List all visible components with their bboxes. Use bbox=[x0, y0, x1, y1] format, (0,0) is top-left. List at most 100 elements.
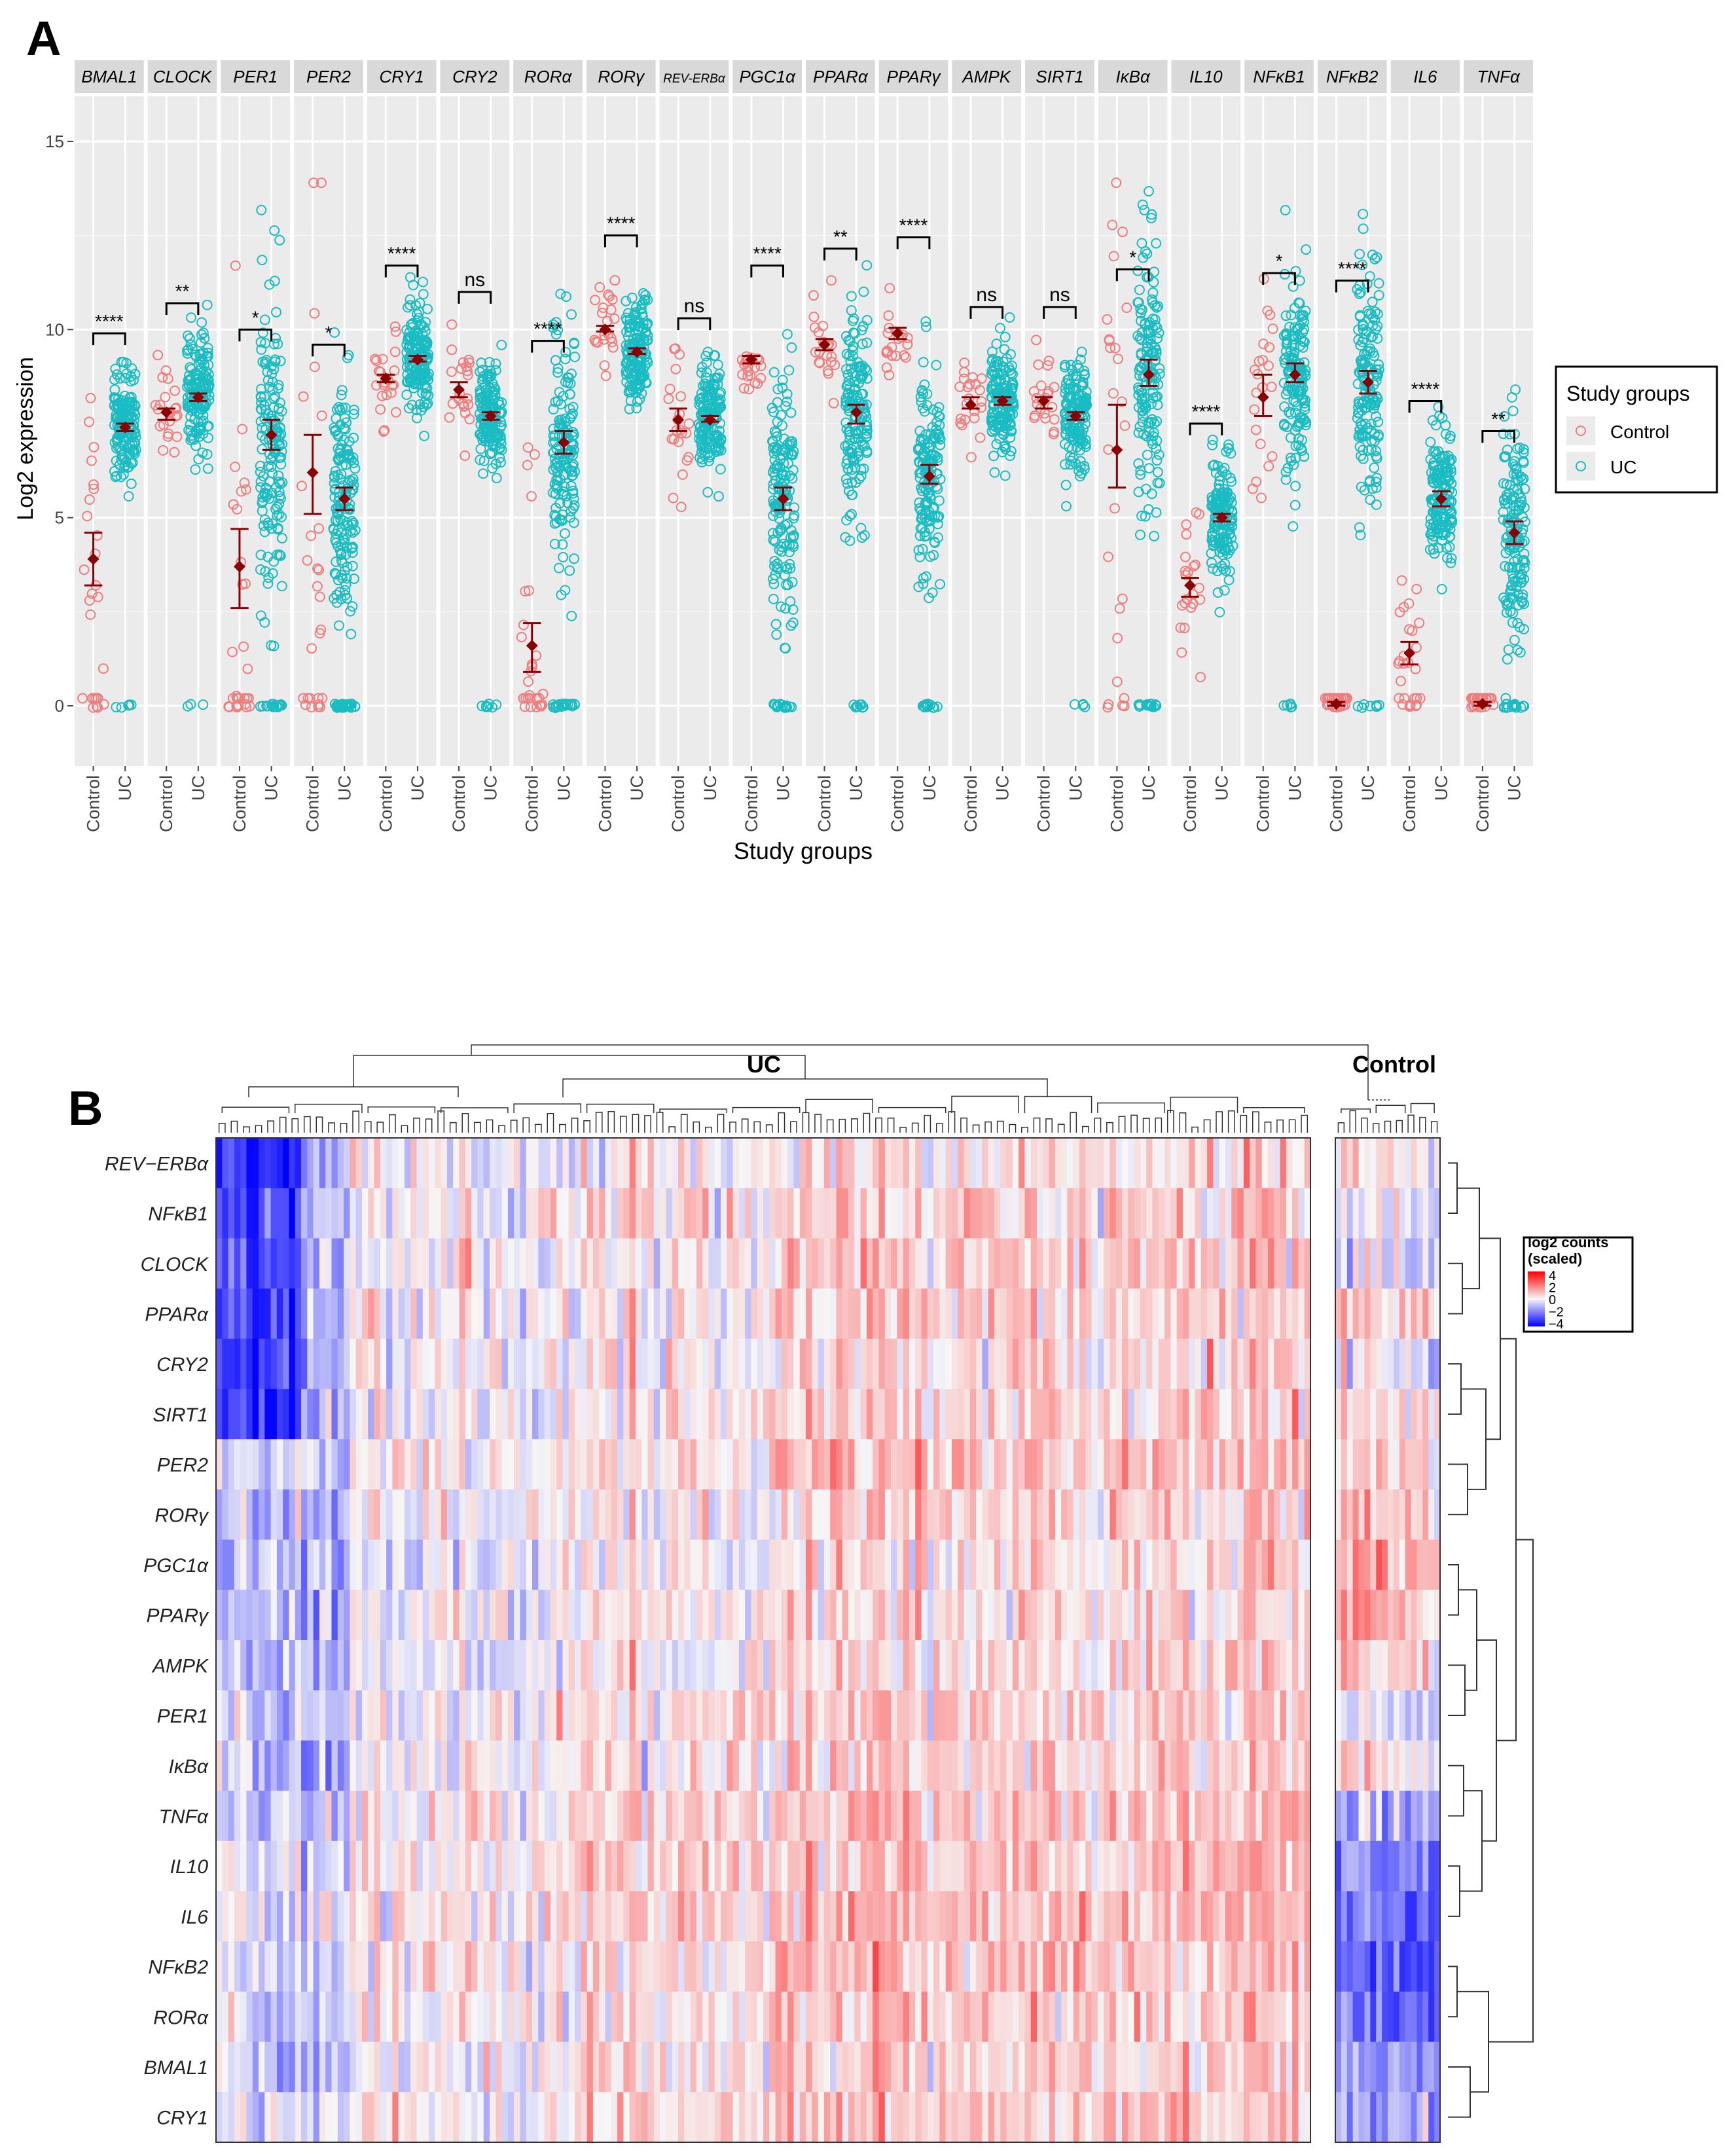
control-point bbox=[390, 407, 401, 418]
row-dendrogram-leaf bbox=[1448, 1965, 1458, 2018]
uc-point bbox=[1060, 479, 1072, 490]
uc-mean-marker bbox=[411, 354, 424, 366]
column-dendrogram-leaf bbox=[413, 1118, 420, 1133]
facet-15: IL10****Control UC bbox=[1171, 60, 1241, 832]
x-tick-label: UC bbox=[334, 775, 354, 801]
panel-a-label: A bbox=[26, 11, 61, 65]
control-point bbox=[1266, 381, 1277, 392]
heatmap-cell bbox=[1104, 1188, 1111, 1239]
heatmap-cell bbox=[216, 1188, 223, 1239]
column-dendrogram-branch bbox=[562, 1078, 1048, 1097]
column-dendrogram-leaf bbox=[243, 1126, 250, 1133]
control-mean-marker bbox=[745, 354, 757, 366]
heatmap-cell bbox=[757, 1188, 764, 1239]
uc-point bbox=[130, 444, 141, 455]
uc-point bbox=[1508, 501, 1519, 512]
control-point bbox=[523, 676, 534, 687]
column-dendrogram-leaf bbox=[1276, 1119, 1284, 1133]
heatmap-cell bbox=[586, 1138, 594, 1189]
heatmap-cell bbox=[1243, 1188, 1250, 1239]
control-point bbox=[523, 585, 534, 596]
column-dendrogram-leaf bbox=[534, 1124, 542, 1133]
uc-point bbox=[568, 445, 579, 456]
heatmap-cell bbox=[404, 1188, 411, 1239]
uc-point bbox=[566, 369, 577, 380]
uc-point bbox=[626, 292, 638, 303]
uc-point bbox=[1353, 335, 1364, 346]
column-dendrogram-branch bbox=[295, 1103, 363, 1113]
heatmap-cell bbox=[823, 1238, 831, 1289]
uc-point bbox=[625, 387, 636, 398]
control-point bbox=[458, 401, 469, 412]
heatmap-cell bbox=[909, 1188, 916, 1239]
uc-point bbox=[694, 399, 705, 411]
x-tick-label: UC bbox=[1066, 775, 1085, 801]
x-tick-label: Control bbox=[1326, 775, 1346, 832]
uc-point bbox=[1142, 248, 1153, 259]
uc-point bbox=[712, 359, 723, 371]
heatmap-cell bbox=[1219, 1188, 1226, 1239]
control-point bbox=[1105, 342, 1116, 354]
control-point bbox=[600, 371, 611, 382]
uc-point bbox=[1372, 333, 1383, 344]
column-dendrogram-leaf bbox=[790, 1121, 797, 1133]
uc-point bbox=[490, 358, 501, 369]
row-dendrogram-branch bbox=[1458, 1589, 1477, 1691]
control-point bbox=[163, 428, 174, 439]
x-tick-label: UC bbox=[920, 775, 939, 801]
control-point bbox=[818, 320, 829, 331]
uc-point bbox=[854, 473, 865, 484]
uc-point bbox=[852, 392, 863, 403]
uc-point bbox=[339, 565, 350, 576]
control-point bbox=[230, 260, 241, 271]
control-point bbox=[370, 354, 381, 365]
control-mean-marker bbox=[233, 560, 245, 573]
uc-point bbox=[269, 225, 280, 236]
uc-point bbox=[1357, 431, 1368, 442]
heatmap-cell bbox=[1006, 1238, 1013, 1289]
heatmap-cell bbox=[1152, 1238, 1159, 1289]
heatmap-cell bbox=[1286, 1138, 1293, 1189]
uc-point bbox=[1372, 321, 1383, 332]
heatmap-cell bbox=[234, 1188, 241, 1239]
heatmap-cell bbox=[514, 1138, 521, 1189]
column-dendrogram-branch bbox=[1097, 1102, 1165, 1113]
uc-point bbox=[994, 323, 1005, 334]
uc-point bbox=[273, 403, 284, 414]
x-tick-label: Control bbox=[961, 775, 981, 832]
control-point bbox=[446, 344, 458, 356]
uc-point bbox=[348, 573, 359, 584]
column-dendrogram-leaf bbox=[437, 1110, 445, 1133]
uc-point bbox=[1146, 294, 1157, 305]
uc-point bbox=[555, 288, 566, 299]
uc-point bbox=[332, 515, 343, 526]
heatmap-cell bbox=[252, 1138, 259, 1189]
x-tick-label: Control bbox=[522, 775, 542, 832]
heatmap-cell bbox=[575, 1288, 581, 1340]
uc-point bbox=[1515, 561, 1526, 572]
control-point bbox=[884, 369, 895, 380]
uc-point bbox=[1079, 402, 1091, 413]
control-point bbox=[1175, 622, 1186, 633]
column-dendrogram-branch bbox=[805, 1099, 873, 1113]
heatmap-cell bbox=[891, 1238, 897, 1289]
heatmap-cell bbox=[1261, 1138, 1269, 1189]
uc-point bbox=[1355, 287, 1366, 298]
heatmap-cell bbox=[1097, 1238, 1104, 1289]
uc-point bbox=[697, 409, 708, 420]
uc-point bbox=[1441, 542, 1452, 553]
uc-point bbox=[268, 640, 280, 651]
uc-mean-marker bbox=[265, 429, 278, 441]
heatmap-cell bbox=[830, 1238, 837, 1289]
uc-point bbox=[550, 355, 561, 366]
control-point bbox=[1181, 529, 1192, 540]
heatmap-cell bbox=[903, 1138, 910, 1189]
column-dendrogram-leaf bbox=[607, 1111, 615, 1133]
uc-point bbox=[1060, 459, 1071, 470]
uc-point bbox=[111, 412, 122, 423]
uc-point bbox=[548, 404, 559, 415]
uc-point bbox=[1225, 492, 1236, 503]
uc-point bbox=[275, 493, 286, 504]
column-dendrogram-leaf bbox=[1349, 1110, 1356, 1133]
column-dendrogram-leaf bbox=[911, 1122, 919, 1133]
